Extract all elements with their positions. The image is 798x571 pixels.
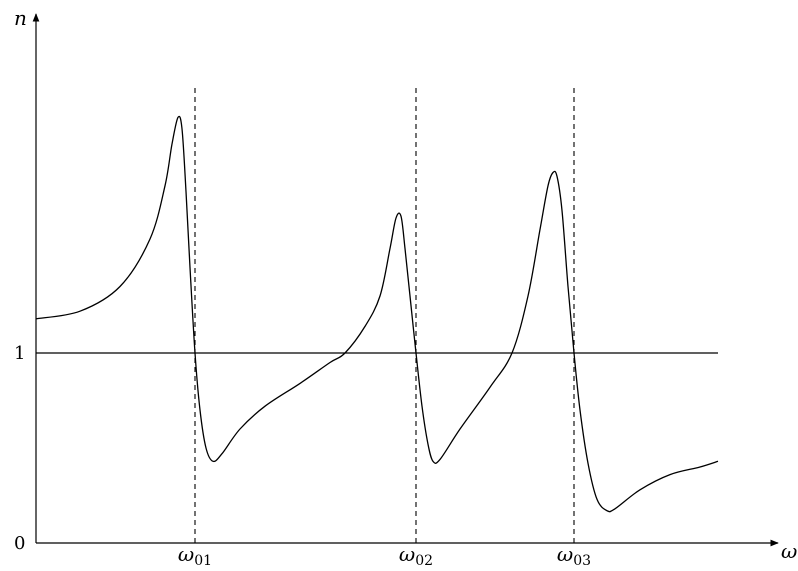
y-tick-label-0: 0 <box>14 533 25 554</box>
resonance-label-ω01: ω01 <box>178 542 212 569</box>
refractive-index-curve <box>35 115 719 513</box>
resonance-label-ω03: ω03 <box>557 542 591 569</box>
y-tick-label-1: 1 <box>14 343 25 364</box>
resonance-label-ω02: ω02 <box>399 542 433 569</box>
y-axis-label: n <box>14 6 27 30</box>
x-axis-label: ω <box>781 539 797 563</box>
